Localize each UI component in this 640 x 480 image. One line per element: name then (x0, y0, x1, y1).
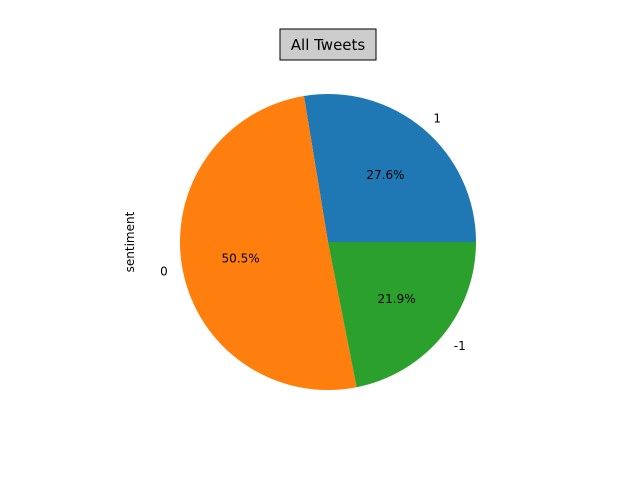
labels-layer: 27.6% 1 50.5% 0 21.9% -1 (160, 111, 466, 353)
slice-percent-label-1: 27.6% (366, 168, 404, 182)
chart-title-box (279, 28, 377, 61)
chart-title-group: All Tweets (279, 28, 377, 61)
slice-category-label-0: 0 (160, 265, 168, 279)
slice-percent-label-neg1: 21.9% (378, 292, 416, 306)
slice-percent-label-0: 50.5% (222, 251, 260, 265)
pie-slice-1 (303, 93, 476, 242)
slices-layer (179, 93, 476, 390)
y-axis-label: sentiment (123, 211, 137, 272)
slice-category-label-1: 1 (433, 111, 441, 125)
pie-slice-neg1 (328, 242, 476, 388)
pie-slice-0 (179, 95, 357, 390)
slice-category-label-neg1: -1 (454, 339, 466, 353)
chart-title: All Tweets (291, 36, 366, 54)
